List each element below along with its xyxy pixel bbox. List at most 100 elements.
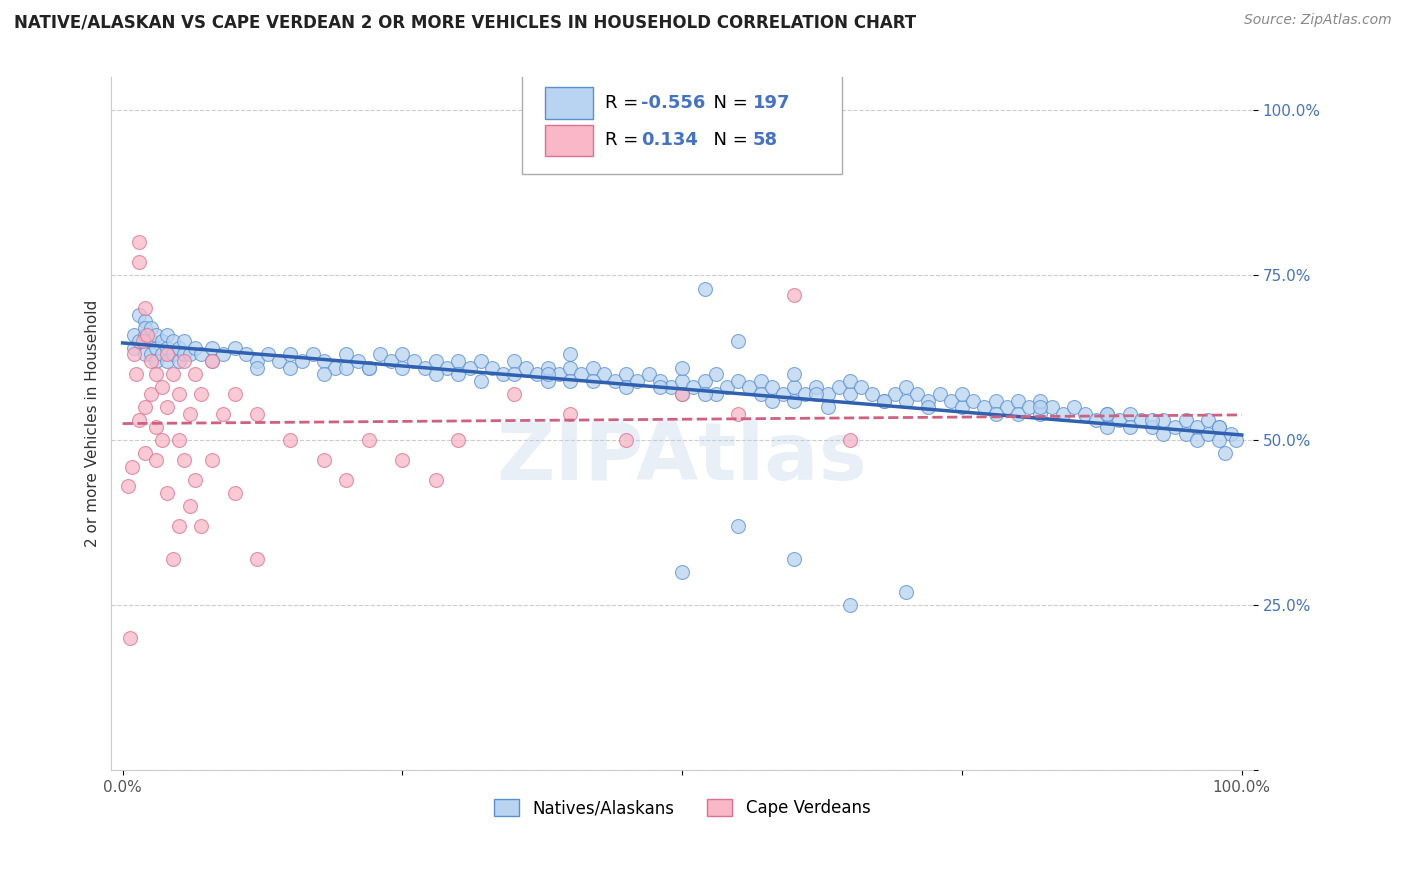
Point — [224, 486, 246, 500]
Point — [894, 380, 917, 394]
Point — [1029, 407, 1052, 421]
Point — [257, 347, 280, 361]
Point — [839, 434, 862, 448]
Point — [312, 368, 335, 382]
Text: NATIVE/ALASKAN VS CAPE VERDEAN 2 OR MORE VEHICLES IN HOUSEHOLD CORRELATION CHART: NATIVE/ALASKAN VS CAPE VERDEAN 2 OR MORE… — [14, 13, 917, 31]
Point — [1119, 420, 1142, 434]
Text: R =: R = — [605, 94, 644, 112]
Point — [128, 235, 150, 250]
Point — [190, 347, 212, 361]
Point — [560, 407, 582, 421]
Point — [693, 387, 716, 401]
Point — [928, 387, 950, 401]
Point — [693, 374, 716, 388]
Point — [246, 360, 269, 375]
Point — [134, 314, 156, 328]
Point — [503, 368, 526, 382]
FancyBboxPatch shape — [546, 125, 593, 156]
Point — [1029, 401, 1052, 415]
Point — [671, 374, 693, 388]
Point — [883, 387, 905, 401]
Point — [201, 453, 224, 467]
Point — [1040, 401, 1063, 415]
Point — [246, 354, 269, 368]
Point — [145, 327, 167, 342]
Point — [973, 401, 995, 415]
Point — [139, 347, 162, 361]
Point — [614, 434, 637, 448]
Point — [1097, 407, 1119, 421]
Point — [173, 354, 195, 368]
Point — [357, 434, 380, 448]
Point — [312, 354, 335, 368]
Point — [783, 552, 806, 566]
Point — [134, 321, 156, 335]
Point — [162, 552, 184, 566]
Point — [806, 387, 828, 401]
Point — [1213, 446, 1236, 460]
Point — [122, 341, 145, 355]
Point — [156, 347, 179, 361]
Point — [458, 360, 481, 375]
Point — [156, 327, 179, 342]
Point — [134, 347, 156, 361]
Point — [302, 347, 325, 361]
Point — [894, 585, 917, 599]
Point — [117, 479, 139, 493]
Point — [139, 334, 162, 349]
Point — [839, 598, 862, 612]
Point — [738, 380, 761, 394]
Point — [917, 393, 939, 408]
Point — [582, 360, 605, 375]
Point — [571, 368, 593, 382]
Point — [614, 380, 637, 394]
Point — [872, 393, 894, 408]
Point — [515, 360, 537, 375]
Point — [380, 354, 402, 368]
Point — [1097, 420, 1119, 434]
Point — [173, 347, 195, 361]
Point — [156, 341, 179, 355]
Point — [984, 393, 1007, 408]
Point — [1085, 413, 1108, 427]
Point — [995, 401, 1018, 415]
Point — [346, 354, 368, 368]
Point — [280, 360, 302, 375]
Point — [125, 368, 148, 382]
Point — [626, 374, 648, 388]
Point — [162, 347, 184, 361]
Y-axis label: 2 or more Vehicles in Household: 2 or more Vehicles in Household — [86, 300, 100, 548]
Text: 197: 197 — [754, 94, 790, 112]
Point — [436, 360, 458, 375]
Point — [548, 368, 571, 382]
Point — [1142, 420, 1164, 434]
Point — [162, 368, 184, 382]
Text: Source: ZipAtlas.com: Source: ZipAtlas.com — [1244, 13, 1392, 28]
Point — [134, 327, 156, 342]
Point — [134, 301, 156, 316]
Point — [749, 387, 772, 401]
Point — [582, 374, 605, 388]
Point — [269, 354, 291, 368]
Point — [335, 347, 357, 361]
Point — [167, 519, 190, 533]
Point — [167, 354, 190, 368]
Point — [1007, 407, 1029, 421]
Point — [167, 387, 190, 401]
Point — [156, 486, 179, 500]
Point — [173, 453, 195, 467]
Point — [894, 393, 917, 408]
Point — [1185, 434, 1208, 448]
Point — [503, 387, 526, 401]
Point — [128, 308, 150, 322]
Point — [120, 631, 142, 645]
Point — [190, 519, 212, 533]
Point — [1225, 434, 1247, 448]
Point — [391, 453, 413, 467]
Point — [201, 341, 224, 355]
Point — [139, 387, 162, 401]
Point — [671, 387, 693, 401]
Point — [727, 519, 749, 533]
Point — [481, 360, 503, 375]
Point — [603, 374, 626, 388]
